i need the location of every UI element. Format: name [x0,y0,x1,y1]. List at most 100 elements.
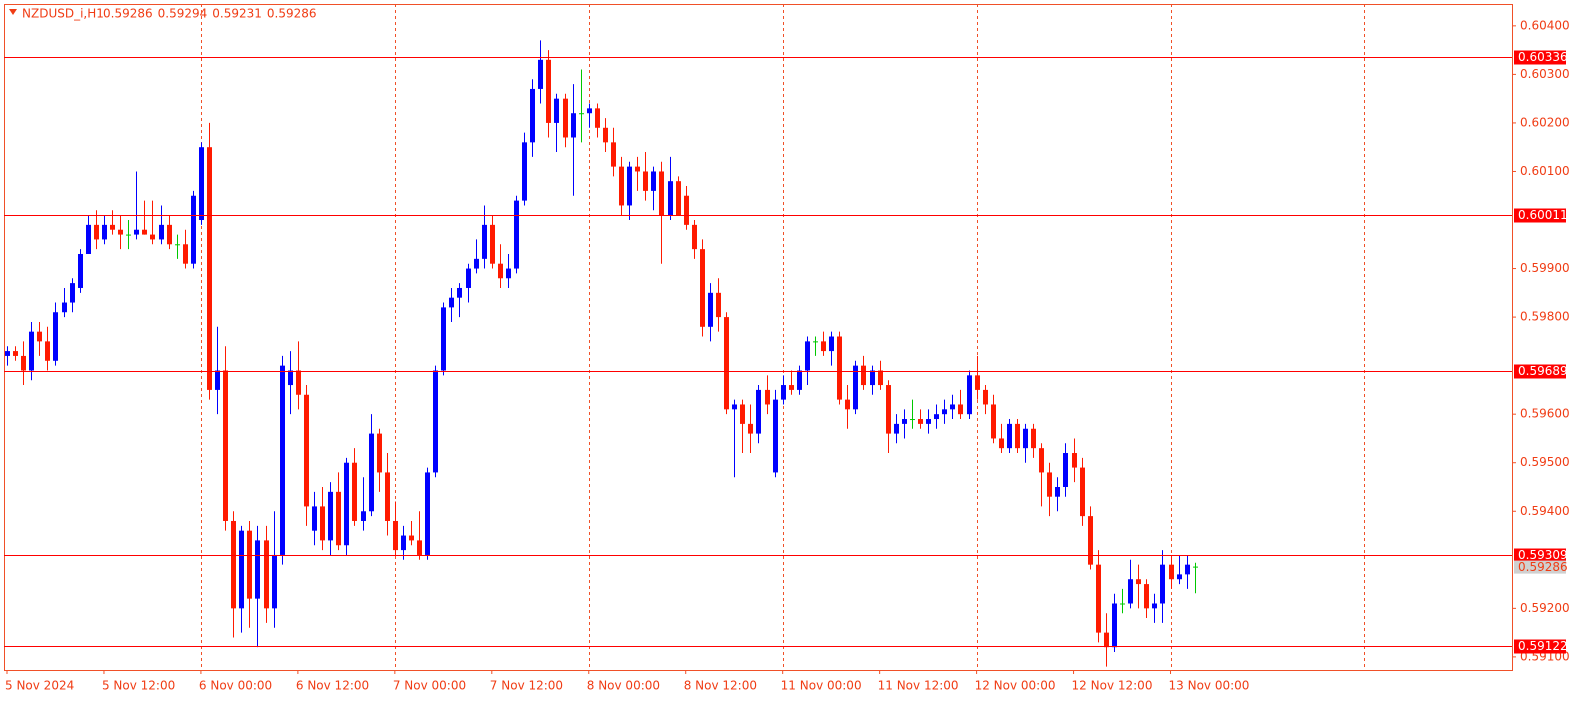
candle-body [457,287,462,298]
candle-body [45,341,50,361]
candle-body [1088,516,1093,565]
candle-body [1120,603,1125,605]
candle-body [1080,467,1085,517]
candle-body [118,229,123,235]
candle-body [1177,574,1182,580]
candle-body [175,244,180,246]
candle-body [926,419,931,424]
candle-body [29,331,34,371]
candle-body [554,98,559,123]
ohlc-value: 0.59294 [158,7,208,21]
y-tick-label: 0.59600 [1520,407,1570,421]
collapse-arrow[interactable] [9,9,17,15]
x-tick-label: 8 Nov 00:00 [587,679,660,693]
x-tick-label: 11 Nov 12:00 [878,679,959,693]
candle-body [94,224,99,240]
candle-body [417,540,422,555]
candle-body [1136,579,1141,585]
candle-body [264,540,269,609]
candle-body [716,292,721,318]
candle-body [724,317,729,410]
level-label: 0.59122 [1518,639,1568,653]
candle-body [603,127,608,143]
candle-body [797,370,802,390]
candle-body [765,389,770,405]
candle-body [5,351,10,356]
ohlc-value: 0.59286 [267,7,317,21]
candle-body [304,394,309,507]
candle-body [377,433,382,473]
candle-body [958,404,963,415]
candle-body [13,351,18,356]
candle-body [1112,603,1117,648]
candle-body [207,147,212,390]
candle-body [474,258,479,269]
y-tick-label: 0.59900 [1520,261,1570,275]
candle-body [837,336,842,400]
candle-body [159,224,164,240]
y-tick-label: 0.60400 [1520,18,1570,32]
candle-body [312,506,317,531]
candle-body [215,370,220,390]
candle-body [1063,453,1068,487]
price-label: 0.59286 [1518,560,1568,574]
candle-body [878,370,883,386]
candle-body [498,263,503,279]
ohlc-header: 0.59286 0.59294 0.59231 0.59286 [103,7,317,21]
candle-body [401,535,406,551]
candle-body [490,224,495,264]
level-tag [1514,50,1566,65]
ohlc-value: 0.59286 [103,7,153,21]
level-label: 0.59309 [1518,548,1568,562]
candle-body [942,409,947,415]
candle-body [21,355,26,371]
candle-body [199,147,204,221]
candle-body [619,166,624,206]
candle-body [538,59,543,89]
candle-body [910,419,915,421]
candle-body [902,419,907,424]
x-tick-label: 6 Nov 00:00 [199,679,272,693]
plot-frame [4,4,1513,671]
candle-body [813,341,818,343]
candle-body [781,385,786,400]
candle-body [425,472,430,555]
y-tick-label: 0.59800 [1520,310,1570,324]
candle-body [934,414,939,420]
candle-body [441,307,446,371]
candle-body [756,389,761,434]
x-tick-label: 7 Nov 00:00 [393,679,466,693]
candle-body [1128,579,1133,604]
candle-body [684,195,689,225]
candle-body [595,108,600,128]
candle-body [142,229,147,235]
candle-body [514,200,519,269]
x-tick-label: 8 Nov 12:00 [684,679,757,693]
candle-body [272,554,277,609]
candle-body [967,375,972,415]
x-tick-label: 12 Nov 00:00 [975,679,1056,693]
candle-body [805,341,810,371]
candle-body [692,224,697,250]
candle-body [247,530,252,599]
candle-body [62,302,67,313]
candle-body [336,491,341,546]
candle-body [280,365,285,555]
candle-body [522,142,527,201]
candle-body [393,520,398,551]
candle-body [659,171,664,216]
candle-body [708,292,713,327]
ohlc-value: 0.59231 [212,7,262,21]
candle-body [861,365,866,386]
candle-body [587,108,592,114]
candle-body [369,433,374,512]
candle-body [344,462,349,546]
level-tag [1514,208,1566,223]
candle-body [231,520,236,609]
candle-body [676,181,681,216]
y-tick-label: 0.60200 [1520,115,1570,129]
candle-body [1072,453,1077,468]
candle-body [1007,423,1012,449]
candle-body [1031,428,1036,449]
y-tick-label: 0.60300 [1520,67,1570,81]
